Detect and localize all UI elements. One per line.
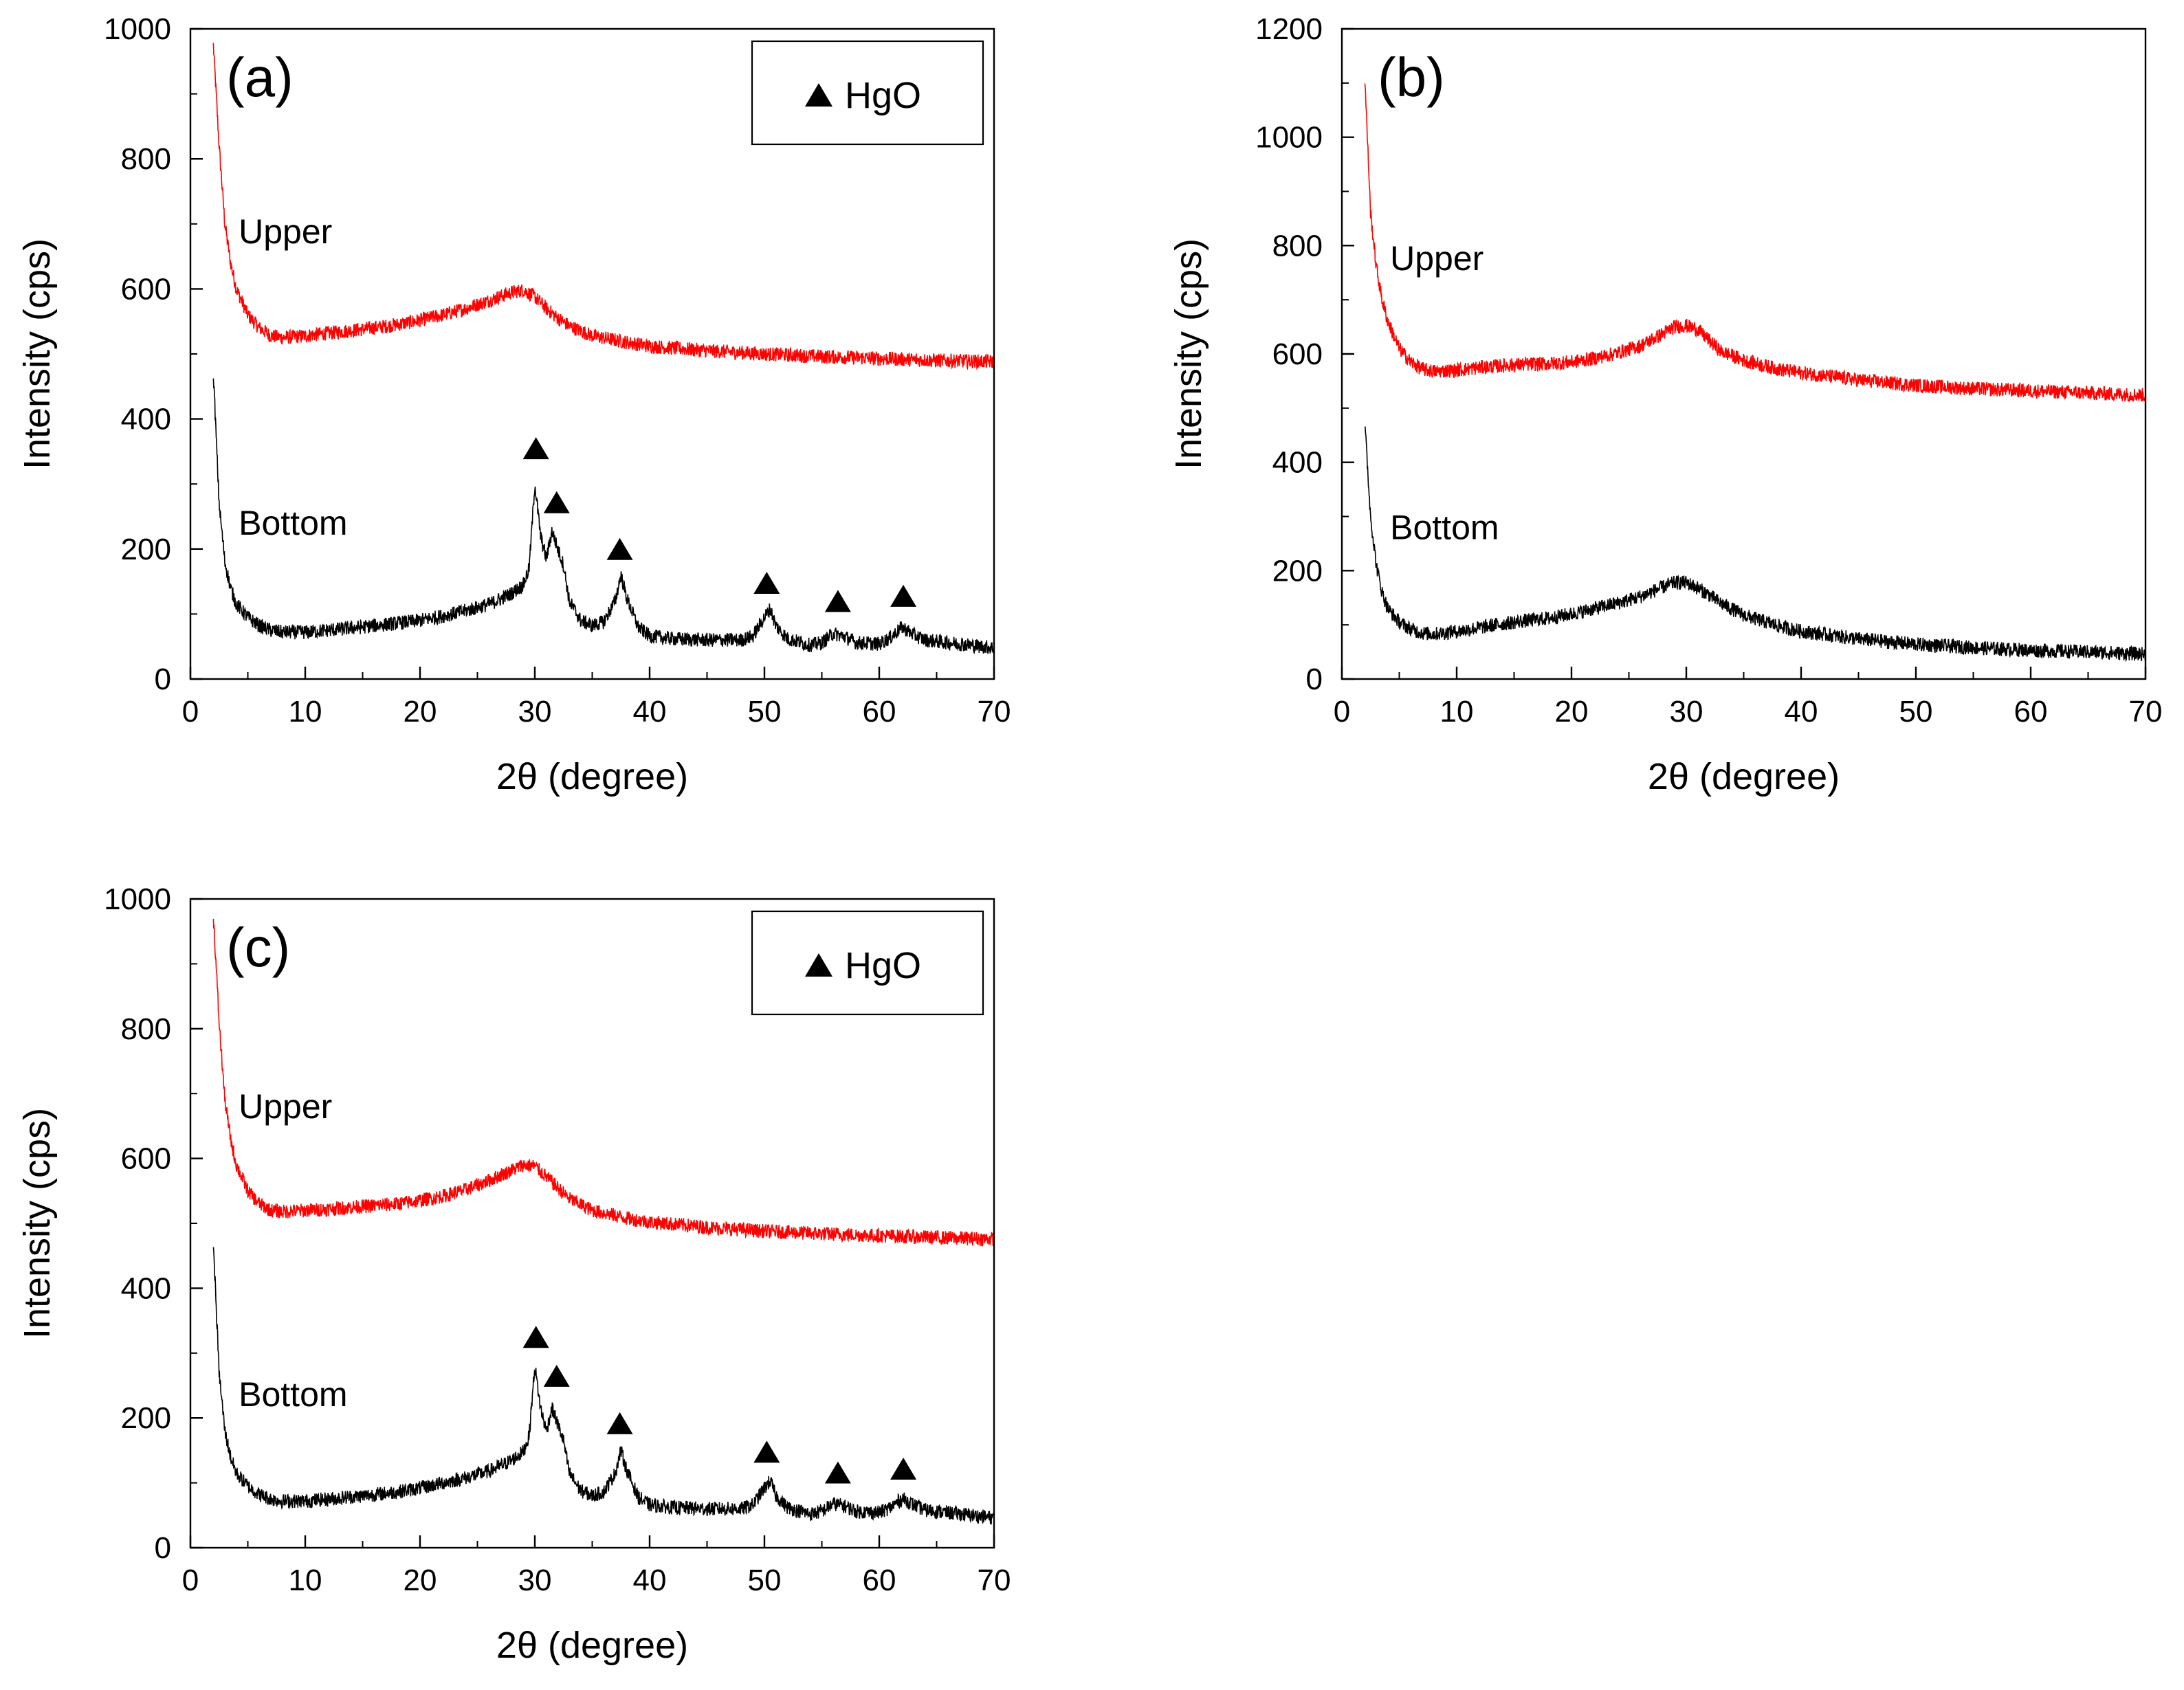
y-tick-label: 1000: [1255, 121, 1323, 155]
x-tick-label: 40: [1785, 695, 1818, 729]
hgo-peak-marker-icon: [543, 491, 570, 513]
y-tick-label: 600: [121, 272, 171, 306]
chart-panel-1: 0 10 20 30 40 50 60 70 0 200 400 600 800 1000 2θ (degr…: [16, 12, 1011, 797]
series-annotation-upper: Upper: [239, 1087, 332, 1126]
series-line-upper: [1364, 83, 2146, 403]
y-tick-label: 0: [155, 663, 171, 696]
hgo-peak-marker-icon: [890, 584, 917, 607]
hgo-peak-marker-icon: [890, 1457, 917, 1480]
y-tick-label: 800: [121, 1012, 171, 1046]
x-tick-label: 20: [1555, 695, 1589, 729]
y-tick-label: 600: [121, 1142, 171, 1176]
chart-panel-2: 0 10 20 30 40 50 60 70 0 200 400 600 800 1000 1200 2θ (…: [1168, 12, 2162, 797]
x-tick-label: 30: [518, 1564, 552, 1597]
x-tick-label: 50: [1899, 695, 1933, 729]
x-tick-label: 70: [2129, 695, 2163, 729]
y-tick-label: 1000: [104, 882, 171, 916]
y-tick-label: 400: [1272, 446, 1323, 480]
series-annotation-bottom: Bottom: [239, 504, 347, 542]
legend-triangle-icon: [805, 83, 832, 107]
x-tick-label: 70: [978, 695, 1011, 729]
series-line-bottom: [1364, 426, 2146, 663]
legend-box: [751, 40, 984, 146]
x-tick-label: 60: [863, 695, 896, 729]
x-tick-label: 60: [863, 1564, 896, 1597]
y-tick-label: 1000: [104, 12, 171, 46]
y-tick-label: 0: [1306, 663, 1323, 696]
series-line-upper: [212, 43, 995, 371]
x-tick-label: 0: [182, 1564, 199, 1597]
x-tick-label: 20: [404, 695, 437, 729]
panel-label: (c): [226, 917, 290, 978]
x-tick-label: 40: [633, 1564, 667, 1597]
y-tick-label: 200: [121, 1401, 171, 1435]
x-tick-label: 40: [633, 695, 667, 729]
y-tick-label: 400: [121, 403, 171, 436]
x-tick-label: 50: [748, 1564, 782, 1597]
y-axis-title: Intensity (cps): [16, 1108, 58, 1339]
chart-panel-3: 0 10 20 30 40 50 60 70 0 200 400 600 800 1000 2θ (degr…: [16, 882, 1011, 1666]
hgo-peak-marker-icon: [606, 537, 633, 560]
hgo-peak-marker-icon: [522, 437, 549, 460]
series-annotation-upper: Upper: [239, 212, 332, 251]
legend-triangle-icon: [805, 953, 832, 977]
series-annotation-bottom: Bottom: [1390, 509, 1499, 547]
hgo-peak-marker-icon: [753, 1441, 780, 1463]
panel-label: (a): [226, 47, 294, 108]
x-tick-label: 70: [978, 1564, 1011, 1597]
y-tick-label: 800: [121, 142, 171, 176]
hgo-peak-marker-icon: [753, 571, 780, 594]
y-tick-label: 800: [1272, 229, 1323, 263]
hgo-peak-marker-icon: [606, 1412, 633, 1434]
y-tick-label: 200: [121, 533, 171, 566]
hgo-peak-marker-icon: [522, 1326, 549, 1348]
y-tick-label: 0: [155, 1531, 171, 1565]
legend-label: HgO: [845, 75, 921, 116]
x-tick-label: 0: [182, 695, 199, 729]
y-axis-title: Intensity (cps): [16, 238, 58, 469]
x-tick-label: 0: [1334, 695, 1350, 729]
y-tick-label: 200: [1272, 554, 1323, 588]
y-axis-title: Intensity (cps): [1168, 238, 1209, 469]
series-annotation-bottom: Bottom: [239, 1375, 347, 1414]
legend-label: HgO: [845, 945, 921, 986]
legend-box: [751, 910, 984, 1016]
y-tick-label: 1200: [1255, 12, 1323, 46]
x-tick-label: 60: [2014, 695, 2048, 729]
panel-label: (b): [1378, 47, 1445, 108]
x-tick-label: 10: [289, 695, 322, 729]
x-axis-title: 2θ (degree): [1648, 756, 1840, 797]
x-tick-label: 30: [1670, 695, 1703, 729]
x-tick-label: 10: [1440, 695, 1474, 729]
hgo-peak-marker-icon: [824, 590, 851, 612]
x-tick-label: 50: [748, 695, 782, 729]
series-annotation-upper: Upper: [1390, 239, 1483, 278]
hgo-peak-marker-icon: [824, 1461, 851, 1484]
hgo-peak-marker-icon: [543, 1364, 570, 1387]
series-line-bottom: [212, 1247, 995, 1525]
x-tick-label: 20: [404, 1564, 437, 1597]
x-axis-title: 2θ (degree): [496, 756, 688, 797]
series-line-bottom: [212, 378, 995, 655]
y-tick-label: 400: [121, 1271, 171, 1305]
x-tick-label: 30: [518, 695, 552, 729]
y-tick-label: 600: [1272, 337, 1323, 371]
x-axis-title: 2θ (degree): [496, 1625, 688, 1666]
series-line-upper: [212, 918, 995, 1247]
x-tick-label: 10: [289, 1564, 322, 1597]
